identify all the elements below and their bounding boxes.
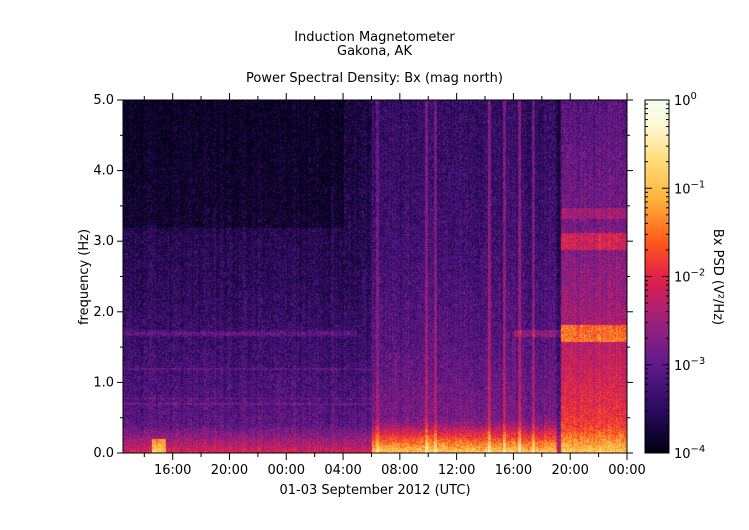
- colorbar-tick-label: 100: [674, 91, 697, 109]
- colorbar-tick-label: 10−4: [674, 444, 705, 462]
- x-tick-label: 00:00: [608, 463, 645, 478]
- spectrogram-heatmap: [123, 100, 627, 453]
- y-tick-label: 2.0: [93, 305, 114, 320]
- x-tick-label: 20:00: [211, 463, 248, 478]
- x-tick-label: 00:00: [268, 463, 305, 478]
- x-tick-label: 16:00: [495, 463, 532, 478]
- colorbar-tick-label: 10−3: [674, 356, 705, 374]
- y-axis-label: frequency (Hz): [77, 229, 92, 325]
- x-tick-label: 20:00: [551, 463, 588, 478]
- x-tick-label: 16:00: [154, 463, 191, 478]
- y-tick-label: 4.0: [93, 164, 114, 179]
- y-tick-label: 0.0: [93, 446, 114, 461]
- colorbar-tick-label: 10−2: [674, 268, 705, 286]
- colorbar-tick-label: 10−1: [674, 179, 705, 197]
- y-tick-label: 3.0: [93, 234, 114, 249]
- y-tick-label: 5.0: [93, 93, 114, 108]
- x-tick-label: 04:00: [324, 463, 361, 478]
- x-tick-label: 08:00: [381, 463, 418, 478]
- y-tick-label: 1.0: [93, 375, 114, 390]
- x-tick-label: 12:00: [438, 463, 475, 478]
- x-axis-label: 01-03 September 2012 (UTC): [279, 483, 470, 498]
- colorbar-label: Bx PSD (V²/Hz): [710, 229, 725, 325]
